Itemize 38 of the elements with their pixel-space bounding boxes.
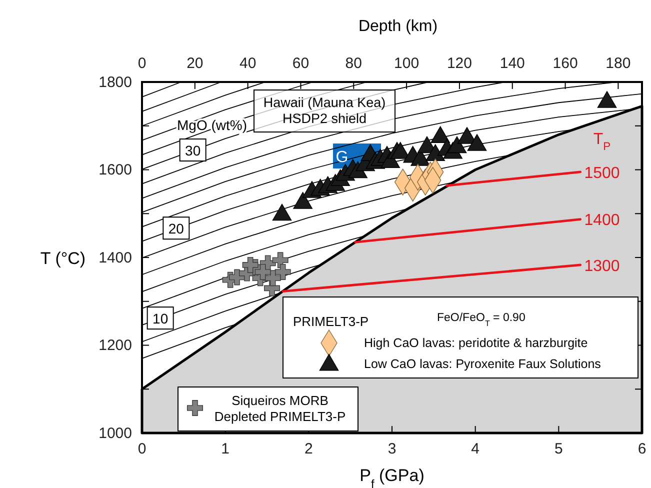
- x2-tick-label: 20: [186, 55, 204, 72]
- y-tick-label: 1600: [98, 162, 132, 179]
- x-tick-label: 0: [138, 440, 146, 458]
- legend-label: Siqueiros MORB Depleted PRIMELT3-P: [214, 393, 346, 424]
- annotation: Hawaii (Mauna Kea) HSDP2 shield: [263, 95, 386, 126]
- y-tick-label: 1200: [98, 337, 132, 354]
- legend-label: Low CaO lavas: Pyroxenite Faux Solutions: [364, 357, 601, 371]
- x-tick-label: 1: [221, 440, 230, 458]
- annotation: 1300: [584, 258, 620, 275]
- x2-axis-title: Depth (km): [358, 18, 438, 35]
- x-tick-label: 4: [471, 440, 480, 458]
- y-tick-label: 1800: [98, 74, 132, 91]
- annotation: 30: [185, 142, 201, 159]
- x2-tick-label: 100: [394, 55, 420, 72]
- x2-tick-label: 140: [500, 55, 525, 72]
- x2-tick-label: 0: [138, 55, 146, 72]
- y-axis-title: T (°C): [40, 249, 86, 268]
- annotation: 1500: [584, 165, 620, 182]
- x2-tick-label: 180: [606, 55, 631, 72]
- annotation: 20: [168, 220, 184, 237]
- y-tick-label: 1400: [98, 249, 132, 266]
- legend-title: PRIMELT3-P: [293, 314, 369, 329]
- legend-label: High CaO lavas: peridotite & harzburgite: [364, 336, 588, 350]
- x-tick-label: 5: [554, 440, 563, 458]
- y-tick-label: 1000: [98, 424, 132, 442]
- x-axis-title: P$_{f}$ (GPa): [360, 466, 424, 488]
- annotation: FeO/FeO$_{T}$ = 0.90: [437, 312, 526, 328]
- x2-tick-label: 120: [446, 55, 472, 72]
- annotation: 10: [152, 310, 168, 327]
- x-tick-label: 2: [304, 440, 313, 458]
- x2-tick-label: 40: [239, 55, 256, 72]
- x2-tick-label: 60: [292, 55, 310, 72]
- annotation: 1400: [584, 212, 620, 229]
- x2-tick-label: 160: [552, 55, 578, 72]
- x2-tick-label: 80: [345, 55, 362, 72]
- x-tick-label: 6: [638, 440, 646, 458]
- annotation: T$_{P}$: [593, 131, 611, 153]
- x-tick-label: 3: [388, 440, 396, 458]
